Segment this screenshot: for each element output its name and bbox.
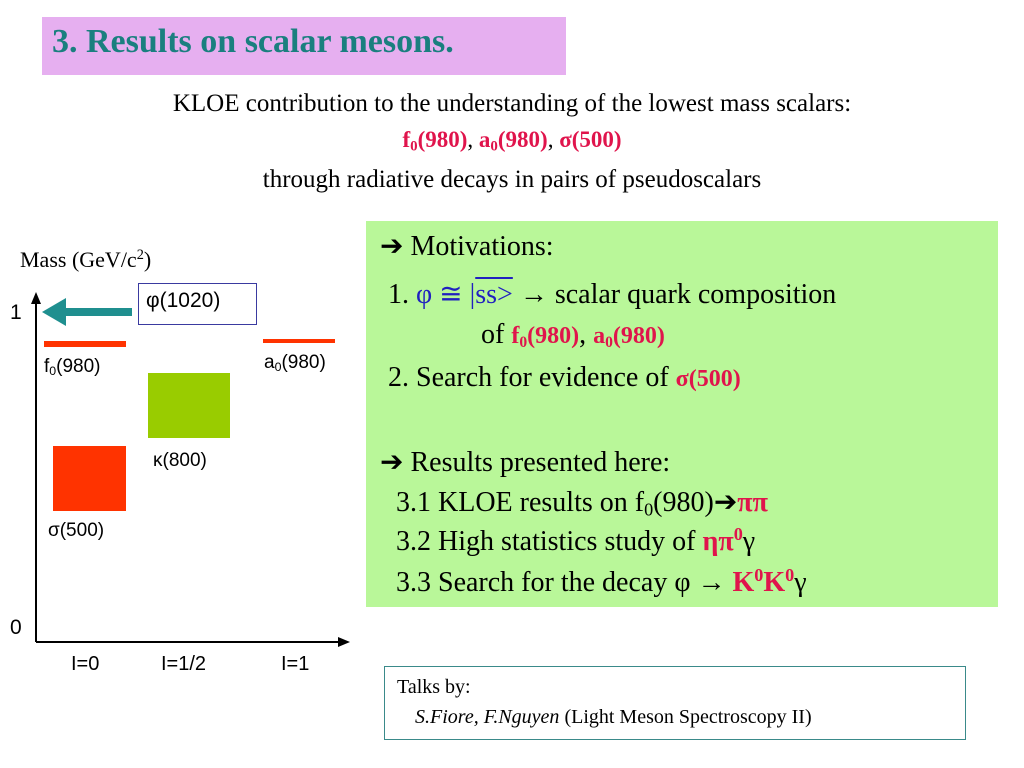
x-tick-i0: I=0 <box>71 653 100 675</box>
a0-label: a0(980) <box>264 352 326 375</box>
intro-line-3: through radiative decays in pairs of pse… <box>262 166 762 193</box>
result-item-3-3: 3.3 Search for the decay φ → K0K0γ <box>396 565 807 598</box>
result-item-3-1: 3.1 KLOE results on f0(980)➔ππ <box>396 487 768 520</box>
scalar-f0: f0(980) <box>402 127 468 155</box>
kappa-band <box>148 373 230 438</box>
arrow-icon: ➔ <box>380 447 404 478</box>
y-axis-label: Mass (GeV/c2) <box>20 247 152 272</box>
y-tick-1: 1 <box>10 301 22 324</box>
f0-label: f0(980) <box>44 356 101 379</box>
results-header: ➔ Results presented here: <box>380 447 671 478</box>
scalar-sigma: σ(500) <box>559 127 622 152</box>
slide-title: 3. Results on scalar mesons. <box>52 23 454 60</box>
f0-level <box>44 341 126 347</box>
talks-speakers: S.Fiore, F.Nguyen (Light Meson Spectrosc… <box>415 706 812 728</box>
talks-label: Talks by: <box>397 676 471 698</box>
scalar-a0: a0(980) <box>478 127 548 155</box>
phi-arrow-shaft <box>60 308 132 316</box>
x-tick-i1: I=1 <box>281 653 310 675</box>
phi-label: φ(1020) <box>146 289 221 312</box>
motivation-item-2: 2. Search for evidence of σ(500) <box>388 362 741 393</box>
intro-scalars: f0(980), a0(980), σ(500) <box>402 127 622 155</box>
y-axis-arrowhead <box>31 292 41 304</box>
arrow-icon: ➔ <box>380 231 404 262</box>
motivations-panel <box>366 221 998 607</box>
y-tick-0: 0 <box>10 616 22 639</box>
a0-level <box>263 339 335 343</box>
talks-box <box>384 666 966 740</box>
sigma-label: σ(500) <box>48 520 105 541</box>
motivations-header: ➔ Motivations: <box>380 231 554 262</box>
motivation-item-1: 1. φ ≅ |ss> → scalar quark composition <box>388 279 837 310</box>
ket-bar-icon: | <box>469 279 476 310</box>
phi-arrow-head <box>42 298 66 326</box>
x-axis-arrowhead <box>338 637 350 647</box>
x-tick-i-half: I=1/2 <box>161 653 207 675</box>
sigma-band <box>53 446 126 511</box>
arrow-icon: ➔ <box>713 487 738 518</box>
kappa-label: κ(800) <box>153 450 207 471</box>
result-item-3-2: 3.2 High statistics study of ηπ0γ <box>396 524 756 557</box>
title-banner <box>42 17 566 75</box>
phi-box <box>138 283 257 325</box>
intro-line-1: KLOE contribution to the understanding o… <box>172 90 852 117</box>
motivation-item-1-cont: of f0(980), a0(980) <box>481 319 665 351</box>
